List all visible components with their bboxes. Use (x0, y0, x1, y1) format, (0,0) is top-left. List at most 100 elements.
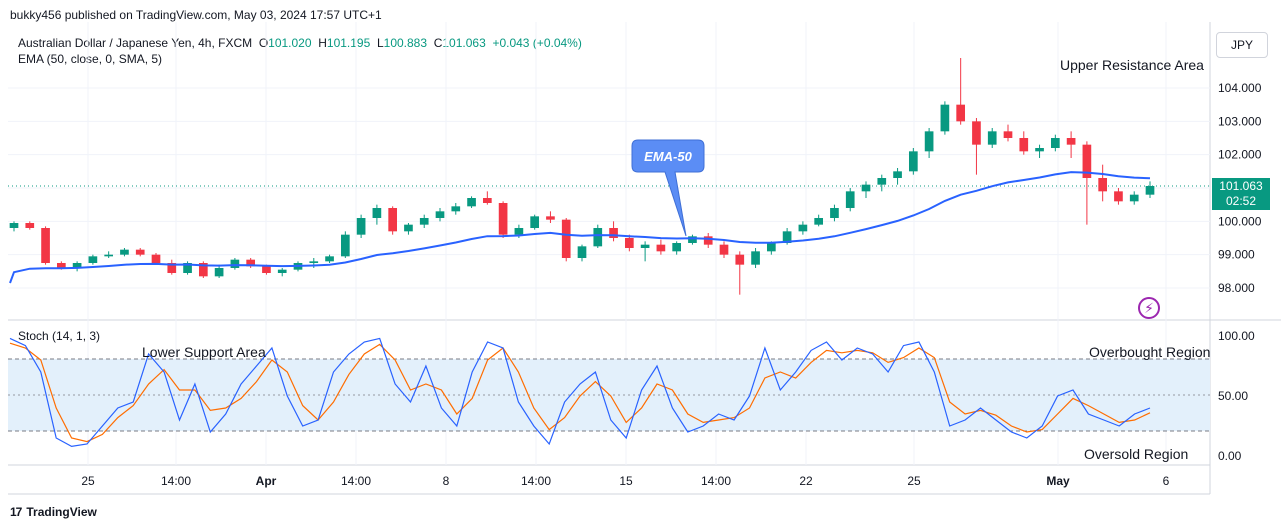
candle-body (956, 104, 966, 122)
candle (703, 233, 713, 248)
time-tick-label: May (1046, 474, 1070, 488)
candle (88, 254, 98, 265)
high-value: 101.195 (326, 36, 371, 50)
price-tick-label: 104.000 (1218, 81, 1262, 95)
candle-body (1050, 138, 1060, 148)
candle-body (88, 256, 98, 263)
candle-body (135, 249, 145, 255)
candle (609, 221, 618, 242)
candle (877, 174, 887, 192)
candle (72, 261, 82, 272)
candle (1098, 164, 1108, 202)
price-tick-label: 100.000 (1218, 214, 1262, 228)
price-tick-label: 103.000 (1218, 114, 1262, 128)
candle (656, 239, 666, 255)
candle-body (672, 243, 682, 252)
candle-body (1145, 186, 1155, 195)
candle-body (861, 184, 871, 192)
candle-body (198, 263, 208, 277)
candle-body (388, 208, 398, 232)
stoch-legend[interactable]: Stoch (14, 1, 3) (18, 329, 101, 343)
candle (214, 264, 224, 278)
candle (167, 259, 177, 275)
stoch-tick-label: 50.00 (1218, 389, 1248, 403)
currency-button[interactable]: JPY (1216, 32, 1268, 58)
candle (277, 268, 287, 277)
candle-body (277, 269, 287, 273)
flash-icon[interactable]: ⚡ (1138, 297, 1160, 319)
candle (1145, 181, 1155, 198)
candle-body (1082, 144, 1092, 178)
time-tick-label: 14:00 (341, 474, 371, 488)
candle (419, 214, 429, 228)
candle-body (56, 263, 66, 268)
stoch-d-line (9, 342, 1151, 443)
candle-body (814, 218, 824, 225)
candle-body (830, 208, 839, 218)
time-tick-label: 22 (799, 474, 813, 488)
candle (972, 118, 981, 175)
tradingview-logo-icon: 17 (10, 505, 22, 519)
candle-body (167, 263, 177, 273)
candle-body (183, 263, 192, 273)
candle-body (624, 238, 634, 248)
close-value: 101.063 (442, 36, 486, 50)
candle (845, 188, 855, 212)
open-value: 101.020 (268, 36, 312, 50)
change-value: +0.043 (+0.04%) (492, 36, 582, 50)
candle-body (498, 203, 508, 235)
candle (9, 221, 19, 232)
candle (135, 248, 145, 257)
candle-body (1066, 138, 1076, 145)
candle (798, 221, 808, 235)
symbol-legend: Australian Dollar / Japanese Yen, 4h, FX… (18, 36, 582, 50)
candle (1019, 131, 1029, 155)
candle-body (404, 224, 413, 232)
candle (25, 221, 35, 230)
candle-body (798, 224, 808, 232)
candle-body (1129, 194, 1139, 202)
candle-body (640, 244, 650, 248)
candle-body (593, 228, 603, 247)
time-tick-label: 6 (1163, 474, 1170, 488)
candle (467, 196, 476, 208)
candle (735, 251, 745, 295)
candle-body (561, 219, 571, 258)
symbol-name[interactable]: Australian Dollar / Japanese Yen, 4h, FX… (18, 36, 253, 50)
candle-body (656, 244, 666, 252)
candle (435, 208, 445, 222)
candle (325, 254, 334, 263)
candle (388, 206, 398, 235)
candle (672, 241, 682, 255)
candle (246, 258, 256, 268)
candle (1114, 188, 1123, 205)
footer-brand[interactable]: 17 TradingView (10, 505, 97, 519)
candle-body (9, 223, 19, 228)
candle (830, 204, 839, 222)
candle-body (766, 243, 776, 252)
ema-legend[interactable]: EMA (50, close, 0, SMA, 5) (18, 52, 163, 66)
candle (356, 214, 366, 238)
candle-body (72, 263, 82, 268)
candle (987, 128, 997, 148)
price-tick-label: 99.000 (1218, 248, 1255, 262)
candle (1066, 131, 1076, 158)
candle (719, 241, 729, 258)
ema-callout-text: EMA-50 (644, 149, 692, 164)
candle-body (782, 231, 792, 243)
candle-body (719, 244, 729, 255)
candle (340, 231, 350, 258)
candle-body (1098, 178, 1108, 192)
candle-body (609, 228, 618, 238)
candle (482, 191, 492, 205)
candle (751, 248, 760, 268)
candle (861, 181, 871, 198)
time-tick-label: Apr (256, 474, 277, 488)
candle-body (25, 223, 35, 228)
candle (1082, 141, 1092, 225)
stoch-axis-ticks: 100.00 50.00 0.00 (1218, 329, 1255, 463)
candle (451, 203, 461, 215)
candle (924, 128, 934, 158)
candle-body (262, 266, 271, 273)
